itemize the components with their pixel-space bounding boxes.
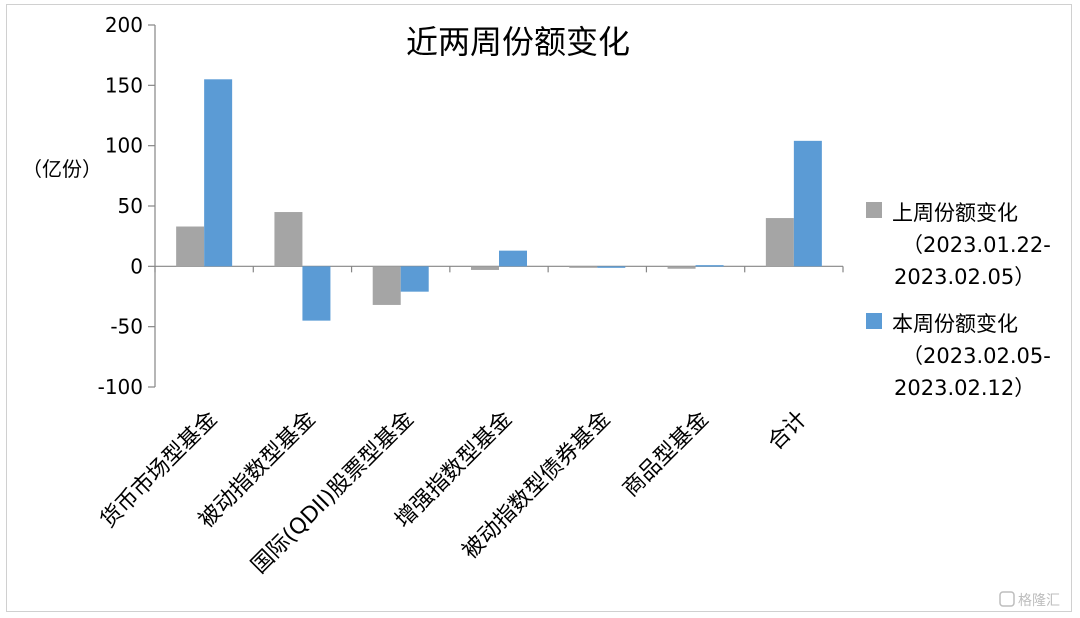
chart-frame [6,4,1072,612]
y-tick-label: 200 [105,13,143,37]
legend-label: 本周份额变化 [892,312,1018,336]
y-tick-label: 100 [105,134,143,158]
x-category-label: 合计 [763,407,812,456]
chart-title: 近两周份额变化 [406,23,630,61]
legend-label: 上周份额变化 [892,201,1018,225]
legend-swatch [866,313,882,329]
watermark-logo-icon [999,591,1015,607]
series-group [176,212,794,305]
bar [372,266,401,305]
legend-label: 2023.02.05） [894,265,1035,289]
y-tick-label: -50 [110,315,143,339]
bar [176,226,205,267]
bar [204,79,233,267]
watermark: 格隆汇 [999,591,1060,609]
plot-area: 200150100500-50-100货币市场型基金被动指数型基金国际(QDII… [96,13,844,579]
x-category-label: 国际(QDII)股票型基金 [247,407,419,579]
bar [499,250,527,267]
bar [597,266,626,268]
bar [302,266,331,321]
legend-label: 2023.02.12） [894,376,1035,400]
watermark-text: 格隆汇 [1018,593,1060,609]
bar [667,266,696,269]
legend-swatch [866,202,882,218]
bar [793,140,822,267]
bar [471,266,499,270]
series-group [204,79,822,321]
legend: 上周份额变化 （2023.01.22- 2023.02.05） 本周份额变化 （2023… [866,201,1051,400]
legend-label: （2023.02.05- [902,344,1051,368]
y-axis-unit-label: （亿份） [22,157,102,181]
x-category-label: 商品型基金 [618,407,713,502]
y-tick-label: 50 [118,194,143,218]
legend-label: （2023.01.22- [902,233,1051,257]
bar [765,218,794,267]
y-tick-label: 0 [130,254,143,278]
bar [274,212,303,267]
bar [569,266,598,268]
bar [400,266,429,292]
bar [695,265,724,267]
y-tick-label: -100 [98,375,143,399]
y-tick-label: 150 [105,73,143,97]
